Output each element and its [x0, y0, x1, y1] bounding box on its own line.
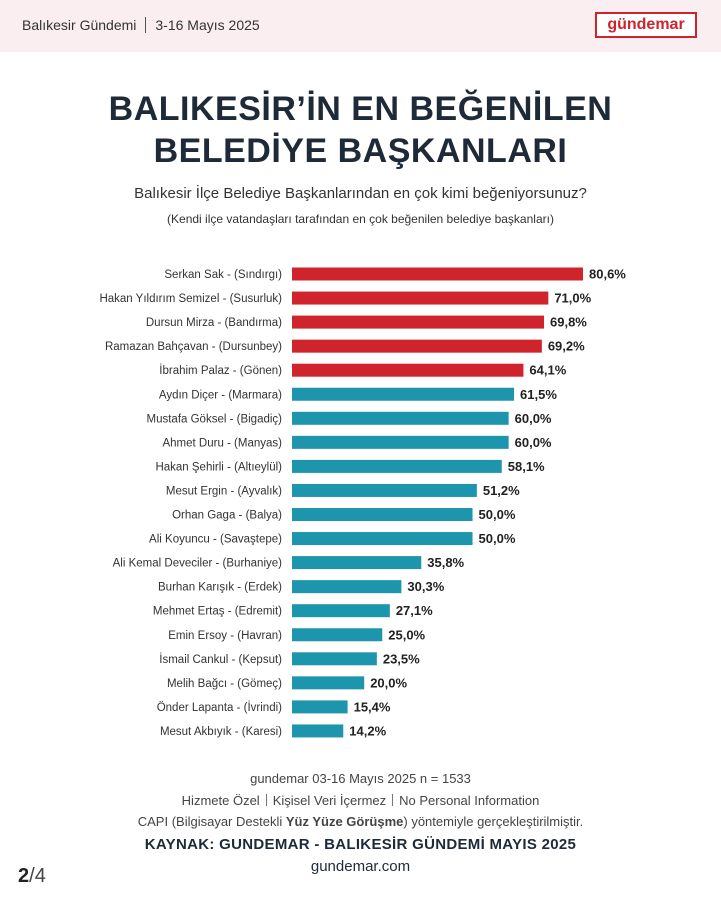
bar: [292, 435, 509, 449]
category-label: Emin Ersoy - (Havran): [168, 630, 282, 642]
category-label: Melih Bağcı - (Gömeç): [167, 678, 282, 690]
value-label: 60,0%: [515, 435, 552, 450]
bar: [292, 483, 477, 497]
bar: [292, 459, 502, 473]
footer-source: KAYNAK: GUNDEMAR - BALIKESİR GÜNDEMİ MAY…: [144, 836, 577, 853]
footer-method: CAPI (Bilgisayar Destekli Yüz Yüze Görüş…: [0, 814, 721, 829]
date-range: 3-16 Mayıs 2025: [155, 17, 260, 33]
category-label: Aydın Diçer - (Marmara): [159, 389, 282, 401]
value-label: 51,2%: [483, 483, 520, 498]
footer-disclaimer: Hizmete Özel Kişisel Veri İçermez No Perso…: [0, 793, 721, 808]
value-label: 61,5%: [520, 387, 557, 402]
value-label: 64,1%: [529, 363, 566, 378]
bar: [292, 339, 542, 353]
category-label: Burhan Karışık - (Erdek): [158, 582, 282, 594]
bar: [292, 315, 545, 329]
bar: [292, 532, 473, 546]
value-label: 35,8%: [427, 555, 464, 570]
bar: [292, 363, 524, 377]
title-line-1: BALIKESİR’İN EN BEĞENİLEN: [108, 90, 613, 128]
category-label: İsmail Cankul - (Kepsut): [159, 653, 282, 666]
category-label: Ramazan Bahçavan - (Dursunbey): [105, 341, 282, 353]
bar-chart: Serkan Sak - (Sındırgı) 80,6% Hakan Yıldır…: [99, 267, 626, 739]
section-name: Balıkesir Gündemi: [22, 17, 137, 33]
page-title: BALIKESİR’İN EN BEĞENİLEN BELEDİYE BAŞKA…: [0, 88, 721, 172]
bar: [292, 604, 390, 618]
value-label: 23,5%: [383, 651, 420, 666]
value-label: 25,0%: [388, 627, 425, 642]
disclaimer-2: Kişisel Veri İçermez: [272, 793, 387, 808]
category-label: İbrahim Palaz - (Gönen): [159, 364, 282, 377]
value-label: 27,1%: [396, 603, 433, 618]
header-divider: [145, 17, 147, 33]
page-current: 2: [18, 865, 30, 887]
value-label: 15,4%: [354, 699, 391, 714]
category-label: Hakan Şehirli - (Altıeylül): [155, 461, 282, 473]
category-label: Serkan Sak - (Sındırgı): [164, 269, 282, 281]
disclaimer-divider: [265, 794, 267, 806]
category-label: Orhan Gaga - (Balya): [172, 510, 282, 522]
category-label: Mesut Ergin - (Ayvalık): [166, 485, 282, 497]
category-label: Ali Koyuncu - (Savaştepe): [149, 534, 282, 546]
page-separator: /: [29, 865, 35, 887]
bar: [292, 291, 549, 305]
title-line-2: BELEDİYE BAŞKANLARI: [153, 132, 568, 170]
value-label: 80,6%: [589, 267, 626, 282]
survey-question: Balıkesir İlçe Belediye Başkanlarından e…: [134, 185, 587, 202]
value-label: 20,0%: [370, 675, 407, 690]
bar: [292, 724, 344, 738]
value-label: 14,2%: [349, 723, 386, 738]
top-bar: Balıkesir Gündemi 3-16 Mayıs 2025 gündema…: [0, 0, 721, 52]
value-label: 30,3%: [407, 579, 444, 594]
category-label: Ahmet Duru - (Manyas): [162, 437, 282, 449]
category-label: Dursun Mirza - (Bandırma): [146, 317, 282, 329]
disclaimer-1: Hizmete Özel: [181, 793, 260, 808]
bar: [292, 628, 383, 642]
category-label: Önder Lapanta - (İvrindi): [157, 701, 282, 714]
method-bold: Yüz Yüze Görüşme: [285, 814, 404, 829]
bar: [292, 700, 348, 714]
bar: [292, 267, 583, 281]
bar: [292, 556, 422, 570]
disclaimer-3: No Personal Information: [399, 793, 540, 808]
value-label: 50,0%: [479, 507, 516, 522]
bar: [292, 411, 509, 425]
bar: [292, 387, 515, 401]
value-label: 58,1%: [508, 459, 545, 474]
survey-note: (Kendi ilçe vatandaşları tarafından en ç…: [167, 212, 554, 226]
footer-sample-info: gundemar 03-16 Mayıs 2025 n = 1533: [250, 771, 471, 786]
footer-website: gundemar.com: [310, 858, 411, 875]
category-label: Hakan Yıldırım Semizel - (Susurluk): [99, 293, 282, 305]
value-label: 50,0%: [479, 531, 516, 546]
value-label: 69,8%: [550, 315, 587, 330]
bar: [292, 676, 365, 690]
category-label: Mesut Akbıyık - (Karesi): [160, 726, 282, 738]
value-label: 71,0%: [554, 291, 591, 306]
method-post: ) yöntemiyle gerçekleştirilmiştir.: [403, 814, 584, 829]
value-label: 69,2%: [548, 339, 585, 354]
bar: [292, 508, 473, 521]
brand-logo: gündemar: [595, 12, 697, 38]
category-label: Mustafa Göksel - (Bigadiç): [147, 413, 283, 425]
bar: [292, 652, 377, 666]
header-breadcrumb: Balıkesir Gündemi 3-16 Mayıs 2025: [22, 17, 260, 33]
bar: [292, 580, 402, 594]
page-total: 4: [34, 865, 46, 887]
disclaimer-divider: [392, 794, 394, 806]
category-label: Mehmet Ertaş - (Edremit): [153, 606, 282, 618]
page-indicator: 2/4: [18, 865, 46, 888]
value-label: 60,0%: [515, 411, 552, 426]
category-label: Ali Kemal Deveciler - (Burhaniye): [113, 558, 283, 570]
method-pre: CAPI (Bilgisayar Destekli: [137, 814, 286, 829]
